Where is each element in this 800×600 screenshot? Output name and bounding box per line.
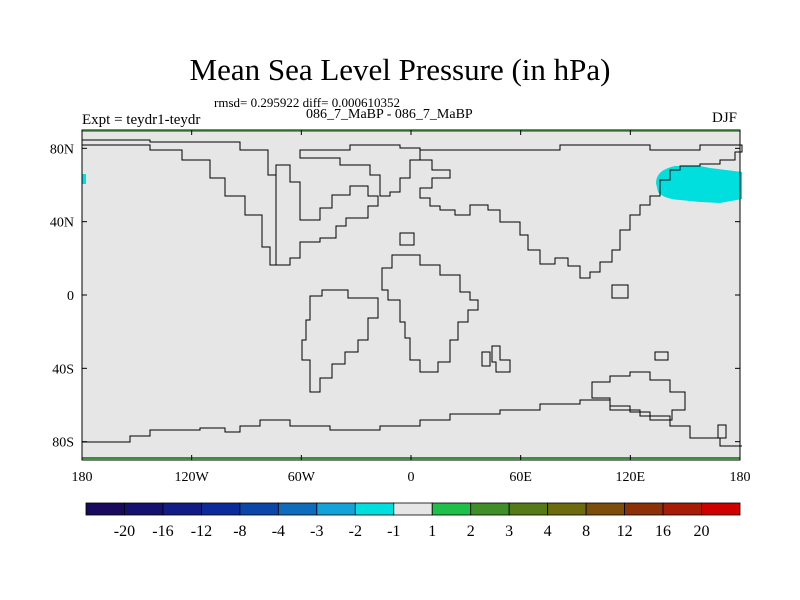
x-tick-label-6: 180 bbox=[730, 470, 751, 485]
x-tick-label-1: 120W bbox=[175, 470, 210, 485]
coastline-madagascar bbox=[481, 351, 491, 367]
colorbar-label-5: -3 bbox=[310, 523, 323, 540]
colorbar-label-1: -16 bbox=[152, 523, 173, 540]
x-tick-label-2: 60W bbox=[288, 470, 316, 485]
coastline-africa bbox=[381, 254, 479, 373]
colorbar-swatch-5 bbox=[277, 502, 318, 516]
colorbar: -20 -16 -12 -8 -4 -3 -2 -1 1 2 3 4 8 12 16 20 bbox=[85, 502, 741, 540]
y-tick-label-3: 40S bbox=[52, 362, 74, 377]
y-tick-label-1: 40N bbox=[50, 216, 74, 231]
rmsd-diff-stats: rmsd= 0.295922 diff= 0.000610352 bbox=[214, 95, 400, 110]
colorbar-swatch-14 bbox=[624, 502, 664, 516]
x-tick-label-3: 0 bbox=[408, 470, 415, 485]
colorbar-label-3: -8 bbox=[233, 523, 246, 540]
y-tick-label-0: 80N bbox=[50, 142, 74, 157]
colorbar-label-9: 2 bbox=[467, 523, 475, 540]
x-tick-label-0: 180 bbox=[72, 470, 93, 485]
colorbar-swatch-4 bbox=[239, 502, 279, 516]
coastline-iceland bbox=[399, 232, 415, 246]
plot-background bbox=[82, 130, 740, 460]
colorbar-label-11: 4 bbox=[544, 523, 552, 540]
anomaly-region-north-pacific bbox=[656, 166, 742, 203]
coastline-greenland bbox=[299, 144, 421, 197]
x-tick-label-4: 60E bbox=[509, 470, 532, 485]
colorbar-label-7: -1 bbox=[387, 523, 400, 540]
colorbar-label-6: -2 bbox=[349, 523, 362, 540]
colorbar-label-15: 20 bbox=[694, 523, 710, 540]
chart-title: Mean Sea Level Pressure (in hPa) bbox=[189, 52, 611, 87]
colorbar-swatch-1 bbox=[124, 502, 164, 516]
coastline-southeast-asia-islands bbox=[611, 284, 629, 299]
season-label: DJF bbox=[712, 110, 738, 126]
colorbar-label-8: 1 bbox=[428, 523, 436, 540]
colorbar-swatch-6 bbox=[316, 502, 356, 516]
coastline-north-america bbox=[82, 139, 277, 266]
colorbar-label-4: -4 bbox=[272, 523, 285, 540]
coastline-south-america bbox=[301, 289, 379, 393]
colorbar-swatch-12 bbox=[547, 502, 587, 516]
colorbar-label-2: -12 bbox=[191, 523, 212, 540]
colorbar-swatch-7 bbox=[354, 502, 395, 516]
experiment-subtitle: 086_7_MaBP - 086_7_MaBP bbox=[306, 107, 473, 122]
colorbar-swatch-2 bbox=[162, 502, 202, 516]
coastlines bbox=[82, 139, 743, 447]
coastline-maritime-continent bbox=[491, 345, 511, 373]
colorbar-label-14: 16 bbox=[655, 523, 671, 540]
coastline-new-zealand bbox=[717, 424, 727, 439]
anomaly-region-north-pacific-edge bbox=[82, 174, 86, 184]
coastline-antarctica bbox=[82, 399, 742, 447]
colorbar-label-10: 3 bbox=[505, 523, 513, 540]
x-tick-label-5: 120E bbox=[616, 470, 646, 485]
coastline-central-america bbox=[275, 164, 379, 266]
colorbar-swatch-9 bbox=[431, 502, 472, 516]
y-tick-label-4: 80S bbox=[52, 436, 74, 451]
coastline-australia bbox=[591, 371, 686, 421]
coastline-eurasia bbox=[419, 144, 743, 279]
y-tick-label-2: 0 bbox=[67, 289, 74, 304]
anomaly-layer bbox=[82, 166, 742, 203]
colorbar-swatch-15 bbox=[662, 502, 702, 516]
colorbar-swatch-8 bbox=[393, 502, 433, 516]
colorbar-swatch-13 bbox=[585, 502, 625, 516]
experiment-label: Expt = teydr1-teydr bbox=[82, 112, 201, 128]
colorbar-swatch-0 bbox=[85, 502, 125, 516]
axes: 180 120W 60W 0 60E 120E 180 80N 40N 0 40S 80S bbox=[50, 130, 751, 485]
colorbar-label-13: 12 bbox=[617, 523, 633, 540]
colorbar-swatch-11 bbox=[508, 502, 549, 516]
coastline-new-guinea bbox=[654, 351, 669, 361]
colorbar-label-0: -20 bbox=[114, 523, 135, 540]
colorbar-swatch-3 bbox=[201, 502, 241, 516]
colorbar-swatch-10 bbox=[470, 502, 510, 516]
colorbar-swatch-16 bbox=[701, 502, 741, 516]
colorbar-label-12: 8 bbox=[582, 523, 590, 540]
